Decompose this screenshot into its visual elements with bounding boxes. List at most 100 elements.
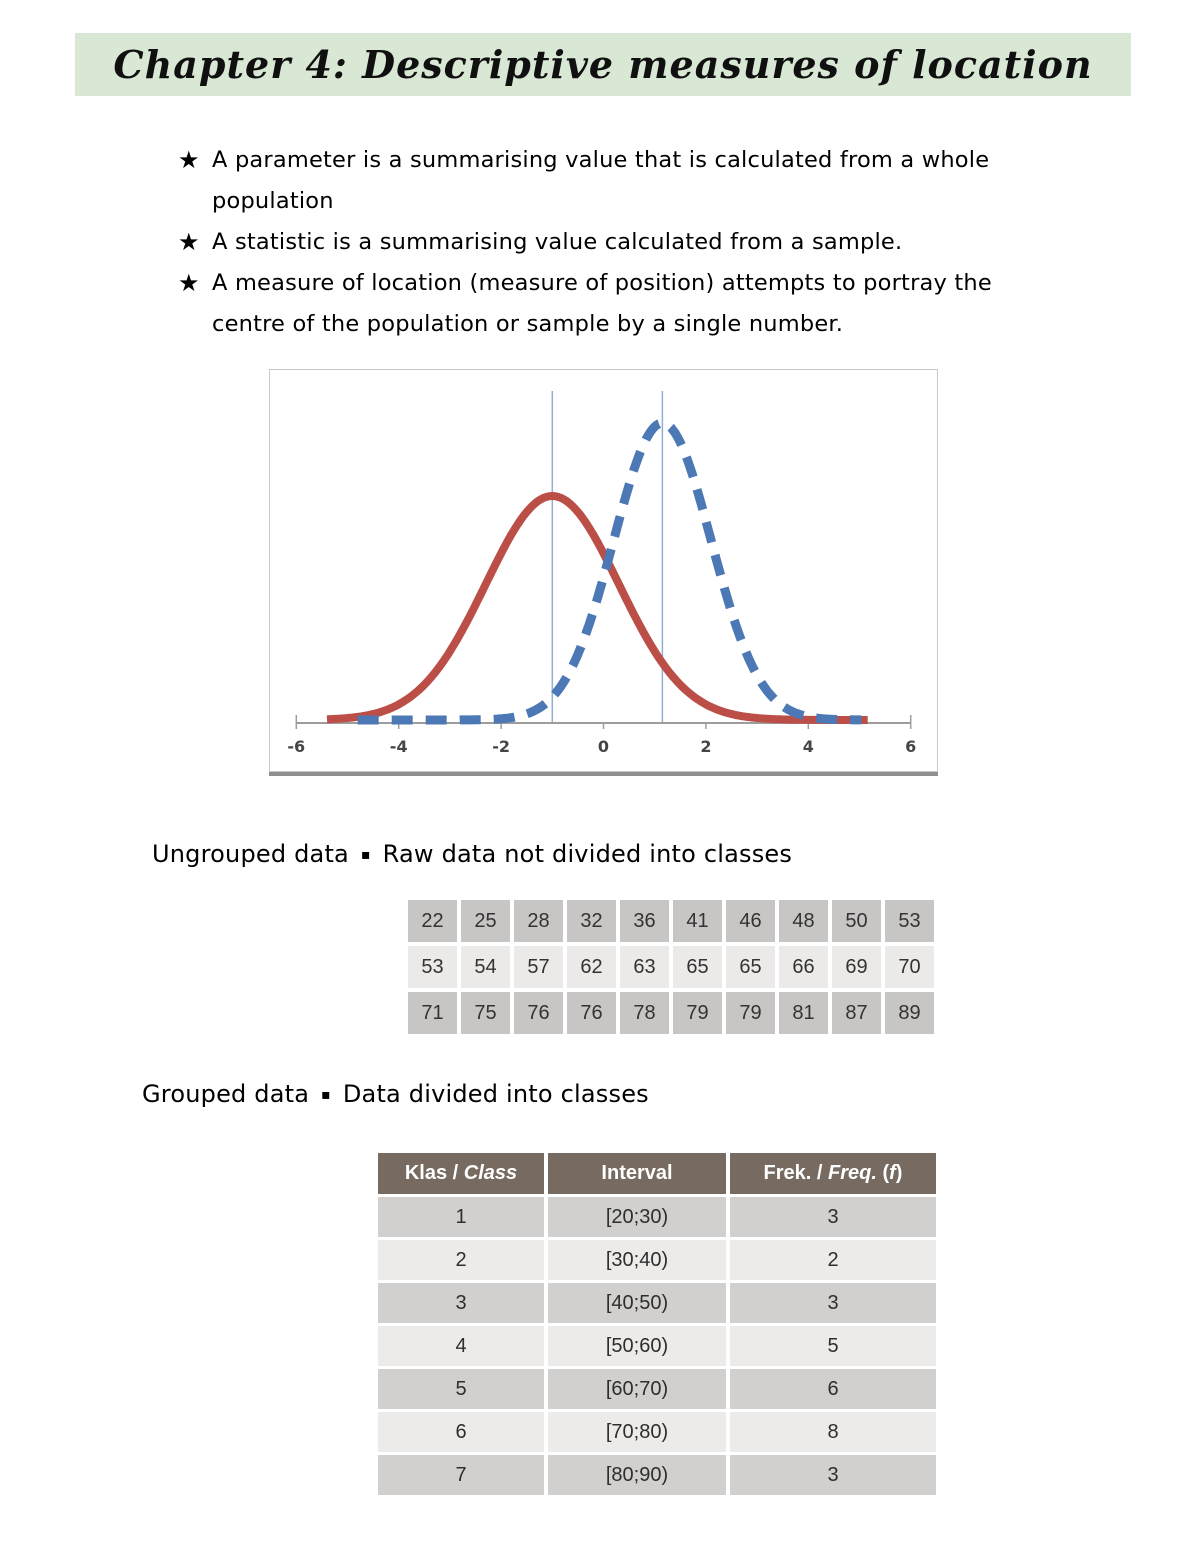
bullet-item: ★ A parameter is a summarising value tha… — [178, 140, 1048, 222]
ungrouped-value-cell: 25 — [461, 900, 510, 942]
ungrouped-value-cell: 69 — [832, 946, 881, 988]
grouped-table-cell: [50;60) — [548, 1326, 726, 1366]
ungrouped-value-cell: 87 — [832, 992, 881, 1034]
x-axis-tick-label: 2 — [700, 737, 711, 756]
ungrouped-grid-body: 22 25 28 32 36 41 46 48 50 53 53 54 57 62 63 65 65 66 69 70… — [408, 900, 934, 1034]
grouped-header-cell: Interval — [548, 1153, 726, 1194]
grouped-table-row: 1 [20;30) 3 — [378, 1197, 936, 1237]
grouped-table-cell: 3 — [730, 1283, 936, 1323]
bullet-list: ★ A parameter is a summarising value tha… — [178, 140, 1048, 345]
ungrouped-value-cell: 75 — [461, 992, 510, 1034]
ungrouped-value-cell: 76 — [567, 992, 616, 1034]
x-axis-tick-label: -4 — [390, 737, 408, 756]
grouped-table-row: 4 [50;60) 5 — [378, 1326, 936, 1366]
ungrouped-value-cell: 66 — [779, 946, 828, 988]
grouped-table-row: 6 [70;80) 8 — [378, 1412, 936, 1452]
square-bullet-icon: ▪ — [321, 1087, 331, 1103]
ungrouped-description: Raw data not divided into classes — [382, 840, 793, 868]
ungrouped-value-cell: 28 — [514, 900, 563, 942]
ungrouped-value-cell: 46 — [726, 900, 775, 942]
grouped-table-cell: 3 — [378, 1283, 544, 1323]
grouped-table-cell: 2 — [730, 1240, 936, 1280]
bullet-text: A statistic is a summarising value calcu… — [212, 229, 903, 255]
ungrouped-value-cell: 89 — [885, 992, 934, 1034]
star-icon: ★ — [178, 269, 200, 297]
grouped-table-cell: [20;30) — [548, 1197, 726, 1237]
grouped-table-row: 2 [30;40) 2 — [378, 1240, 936, 1280]
x-axis-tick-label: -2 — [492, 737, 510, 756]
grouped-table-cell: [40;50) — [548, 1283, 726, 1323]
bullet-text: A parameter is a summarising value that … — [212, 147, 990, 214]
grouped-table-cell: 2 — [378, 1240, 544, 1280]
grouped-table-cell: 3 — [730, 1197, 936, 1237]
ungrouped-value-cell: 81 — [779, 992, 828, 1034]
ungrouped-value-cell: 71 — [408, 992, 457, 1034]
ungrouped-value-cell: 48 — [779, 900, 828, 942]
sample-curve-dashed-blue — [355, 418, 864, 725]
grouped-table-cell: 3 — [730, 1455, 936, 1495]
x-axis-tick-label: 4 — [803, 737, 814, 756]
ungrouped-value-cell: 53 — [885, 900, 934, 942]
ungrouped-value-cell: 63 — [620, 946, 669, 988]
grouped-table-cell: 7 — [378, 1455, 544, 1495]
grouped-table-cell: [30;40) — [548, 1240, 726, 1280]
grouped-header-row: Klas / Class Interval Frek. / Freq. (f) — [378, 1153, 936, 1194]
grouped-header-cell: Klas / Class — [378, 1153, 544, 1194]
grouped-table-cell: 8 — [730, 1412, 936, 1452]
grouped-table-cell: 4 — [378, 1326, 544, 1366]
x-axis-tick-label: 0 — [598, 737, 609, 756]
ungrouped-value-cell: 76 — [514, 992, 563, 1034]
distribution-chart: -6 -4 -2 0 2 4 6 — [269, 369, 938, 772]
star-icon: ★ — [178, 228, 200, 256]
ungrouped-value-cell: 78 — [620, 992, 669, 1034]
bullet-text: A measure of location (measure of positi… — [212, 270, 992, 337]
grouped-table-cell: 6 — [378, 1412, 544, 1452]
ungrouped-value-cell: 57 — [514, 946, 563, 988]
ungrouped-value-cell: 65 — [673, 946, 722, 988]
ungrouped-value-cell: 79 — [726, 992, 775, 1034]
ungrouped-value-cell: 79 — [673, 992, 722, 1034]
x-axis-tick-label: 6 — [905, 737, 916, 756]
grouped-table-cell: 6 — [730, 1369, 936, 1409]
bullet-item: ★ A measure of location (measure of posi… — [178, 263, 1048, 345]
grouped-table-row: 7 [80;90) 3 — [378, 1455, 936, 1495]
star-icon: ★ — [178, 146, 200, 174]
ungrouped-value-cell: 32 — [567, 900, 616, 942]
grouped-table-cell: [80;90) — [548, 1455, 726, 1495]
ungrouped-value-cell: 22 — [408, 900, 457, 942]
grouped-data-table: Klas / Class Interval Frek. / Freq. (f) 1[… — [374, 1150, 940, 1498]
grouped-description: Data divided into classes — [342, 1080, 649, 1108]
grouped-table-body: 1 [20;30) 3 2 [30;40) 2 3 [40;50) 3 4 [50;60) 5 5 [60… — [378, 1197, 936, 1495]
ungrouped-value-cell: 54 — [461, 946, 510, 988]
grouped-table-row: 5 [60;70) 6 — [378, 1369, 936, 1409]
ungrouped-value-cell: 53 — [408, 946, 457, 988]
ungrouped-label-text: Ungrouped data — [152, 840, 349, 868]
ungrouped-section-label: Ungrouped data ▪ Raw data not divided into… — [152, 840, 792, 868]
ungrouped-value-cell: 65 — [726, 946, 775, 988]
x-axis-tick-label: -6 — [287, 737, 305, 756]
ungrouped-value-cell: 50 — [832, 900, 881, 942]
ungrouped-grid-row: 71 75 76 76 78 79 79 81 87 89 — [408, 992, 934, 1034]
grouped-label-text: Grouped data — [142, 1080, 310, 1108]
square-bullet-icon: ▪ — [360, 847, 371, 863]
grouped-table-cell: 5 — [730, 1326, 936, 1366]
grouped-table-row: 3 [40;50) 3 — [378, 1283, 936, 1323]
page-title: Chapter 4: Descriptive measures of locat… — [113, 42, 1093, 87]
ungrouped-grid-row: 22 25 28 32 36 41 46 48 50 53 — [408, 900, 934, 942]
ungrouped-value-cell: 41 — [673, 900, 722, 942]
chapter-title-banner: Chapter 4: Descriptive measures of locat… — [75, 33, 1131, 96]
ungrouped-data-grid: 22 25 28 32 36 41 46 48 50 53 53 54 57 62 63 65 65 66 69 70… — [404, 896, 938, 1038]
bullet-item: ★ A statistic is a summarising value cal… — [178, 222, 1048, 263]
distribution-chart-svg: -6 -4 -2 0 2 4 6 — [287, 391, 916, 756]
ungrouped-value-cell: 62 — [567, 946, 616, 988]
ungrouped-value-cell: 70 — [885, 946, 934, 988]
grouped-table-cell: 1 — [378, 1197, 544, 1237]
grouped-header-cell: Frek. / Freq. (f) — [730, 1153, 936, 1194]
grouped-section-label: Grouped data ▪ Data divided into classes — [142, 1080, 649, 1108]
grouped-table-cell: 5 — [378, 1369, 544, 1409]
ungrouped-value-cell: 36 — [620, 900, 669, 942]
population-curve-solid-red — [325, 492, 870, 724]
grouped-table-cell: [70;80) — [548, 1412, 726, 1452]
ungrouped-grid-row: 53 54 57 62 63 65 65 66 69 70 — [408, 946, 934, 988]
